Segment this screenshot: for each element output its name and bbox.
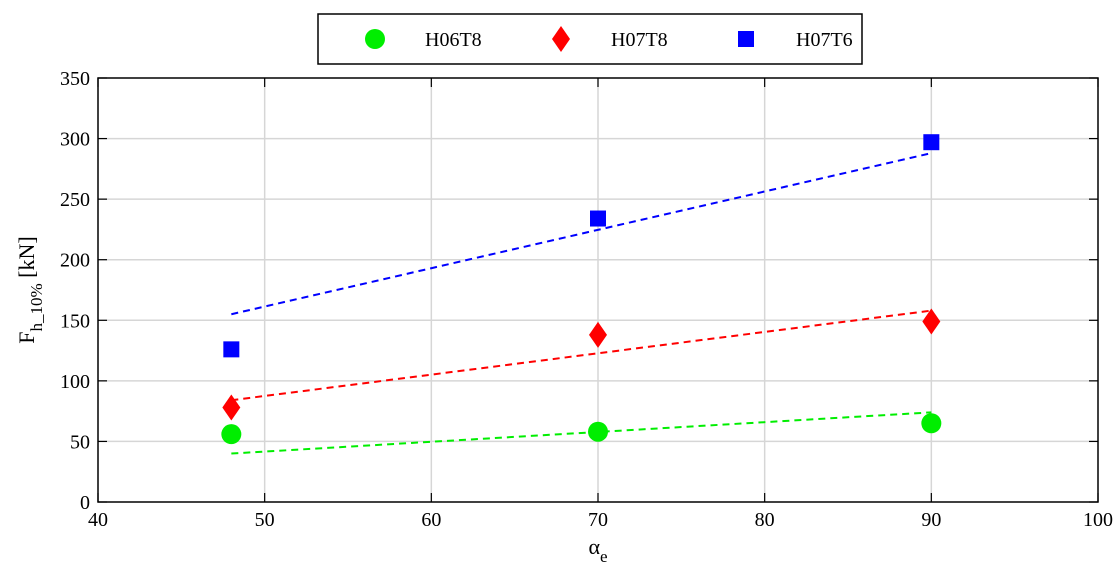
- x-tick-label: 90: [921, 509, 941, 531]
- point-h07t6: [923, 134, 940, 151]
- x-tick-label: 50: [255, 509, 275, 531]
- legend: H06T8 H07T8 H07T6: [317, 13, 863, 65]
- trendline-h06t8: [231, 411, 932, 455]
- y-axis-label: Fh_10% [kN]: [14, 236, 46, 343]
- y-tick-label: 150: [60, 310, 90, 332]
- y-axis-symbol: F: [14, 331, 39, 343]
- legend-label-h06t8: H06T8: [425, 29, 482, 51]
- trendline-h07t8: [231, 309, 932, 402]
- point-h06t8: [921, 413, 942, 434]
- legend-box: [317, 13, 863, 65]
- y-tick-label: 0: [80, 492, 90, 514]
- x-axis-subscript: e: [600, 547, 608, 566]
- trendline-h07t6: [231, 152, 932, 316]
- y-tick-label: 200: [60, 250, 90, 272]
- point-h07t6: [590, 210, 606, 227]
- y-tick-label: 300: [60, 129, 90, 151]
- y-tick-label: 350: [60, 68, 90, 90]
- axis-ticks: [97, 77, 1099, 503]
- legend-label-h07t8: H07T8: [611, 29, 668, 51]
- legend-items: H06T8 H07T8 H07T6: [365, 26, 853, 52]
- point-h07t8: [589, 321, 607, 348]
- y-tick-label: 250: [60, 189, 90, 211]
- x-axis-symbol: α: [588, 534, 600, 559]
- point-h06t8: [588, 421, 608, 442]
- x-axis-label: αe: [588, 534, 607, 566]
- x-tick-label: 60: [421, 509, 441, 531]
- y-axis-subscript: h_10%: [27, 283, 46, 331]
- tick-labels: 40 50 60 70 80 90 100 0 50 100 150 200 250 300 350: [60, 68, 1113, 531]
- legend-marker-h07t6: [738, 31, 754, 47]
- legend-marker-h06t8: [365, 29, 385, 49]
- x-tick-label: 40: [88, 509, 108, 531]
- legend-marker-h07t8: [552, 26, 570, 52]
- x-tick-label: 70: [588, 509, 608, 531]
- point-h07t8: [922, 308, 941, 335]
- point-h07t8: [222, 394, 241, 421]
- point-h06t8: [221, 424, 242, 445]
- point-h07t6: [223, 341, 240, 358]
- y-tick-label: 50: [70, 431, 90, 453]
- y-tick-label: 100: [60, 371, 90, 393]
- legend-label-h07t6: H07T6: [796, 29, 853, 51]
- y-axis-unit: [kN]: [14, 236, 39, 283]
- trendlines: [231, 152, 932, 455]
- x-tick-label: 100: [1083, 509, 1113, 531]
- data-markers: [221, 134, 942, 445]
- x-tick-label: 80: [755, 509, 775, 531]
